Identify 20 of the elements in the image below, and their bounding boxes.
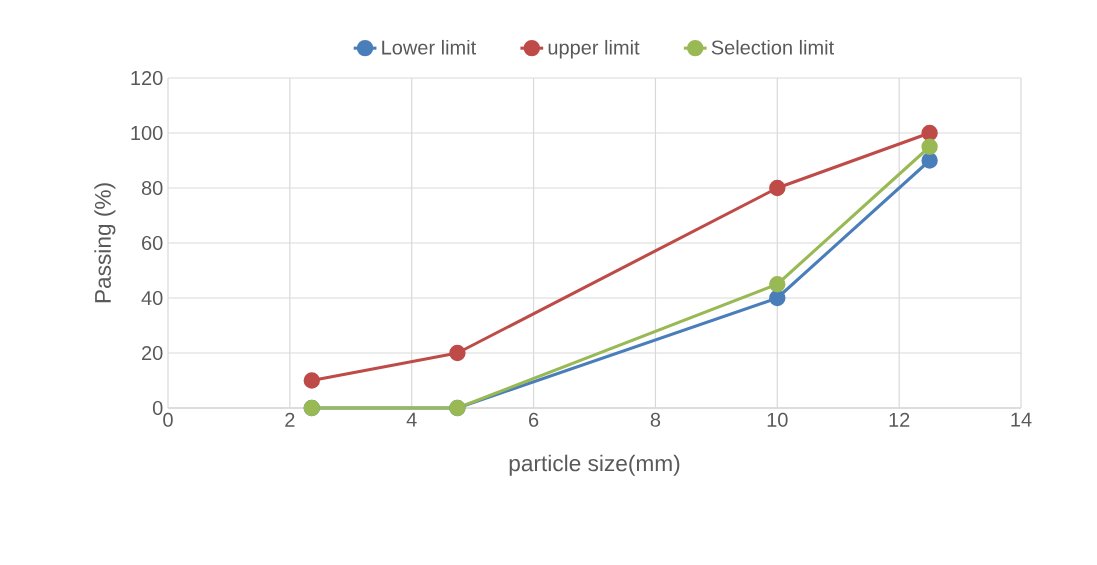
y-tick-label: 100: [131, 125, 163, 141]
x-tick-label: 14: [1011, 412, 1032, 427]
y-tick-label: 80: [141, 180, 163, 196]
y-tick-label: 40: [141, 290, 163, 306]
y-tick-label: 0: [152, 400, 163, 416]
x-axis-title: particle size(mm): [509, 454, 680, 476]
x-tick-label: 2: [285, 412, 295, 427]
legend-label: upper limit: [548, 39, 640, 59]
y-tick-label: 60: [142, 235, 163, 251]
x-tick-label: 8: [650, 412, 661, 427]
x-tick-label: 10: [767, 412, 788, 427]
legend-label: Lower limit: [382, 39, 477, 55]
x-tick-label: 0: [163, 412, 173, 427]
y-tick-label: 120: [131, 70, 163, 86]
x-tick-label: 12: [889, 412, 910, 427]
legend-label: Selection limit: [711, 39, 834, 55]
y-tick-label: 20: [142, 345, 163, 361]
y-axis-title: Passing (%): [94, 183, 116, 303]
x-tick-label: 6: [529, 412, 539, 427]
x-tick-label: 4: [406, 412, 417, 427]
